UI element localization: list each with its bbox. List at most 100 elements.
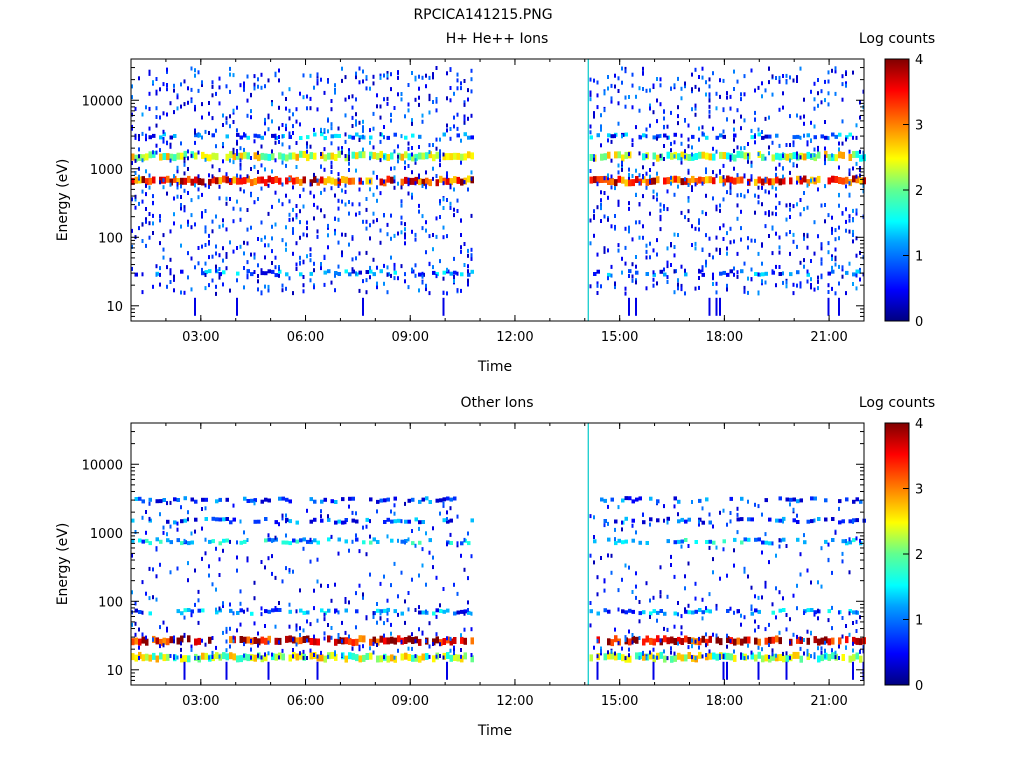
heatmap-cell (603, 246, 606, 251)
heatmap-cell (155, 637, 159, 645)
heatmap-cell (271, 204, 273, 209)
heatmap-cell (141, 199, 144, 204)
heatmap-cell (218, 224, 221, 229)
heatmap-cell (841, 211, 844, 216)
heatmap-cell (425, 220, 427, 225)
heatmap-cell (407, 177, 410, 182)
heatmap-cell (435, 498, 439, 503)
heatmap-cell (449, 506, 452, 511)
heatmap-cell (446, 636, 448, 641)
heatmap-cell (796, 283, 798, 288)
heatmap-cell (148, 135, 152, 140)
heatmap-cell (796, 606, 798, 611)
heatmap-cell (768, 234, 770, 238)
heatmap-cell (687, 561, 690, 566)
heatmap-cell (705, 653, 707, 657)
heatmap-cell (407, 164, 410, 168)
heatmap-cell (624, 132, 628, 137)
heatmap-cell (330, 134, 334, 139)
heatmap-cell (470, 637, 474, 645)
x-tick-label: 15:00 (601, 330, 638, 345)
heatmap-cell (670, 636, 674, 644)
heatmap-cell (666, 539, 670, 544)
heatmap-cell (852, 641, 854, 646)
heatmap-cell (785, 232, 788, 237)
heatmap-cell (603, 498, 607, 503)
heatmap-cell (421, 653, 425, 661)
heatmap-cell (253, 654, 257, 662)
heatmap-cell (453, 187, 455, 192)
heatmap-cell (162, 247, 165, 252)
heatmap-cell (652, 162, 655, 167)
heatmap-cell (418, 520, 422, 525)
heatmap-cell (299, 538, 303, 543)
heatmap-cell (407, 146, 410, 151)
heatmap-cell (761, 647, 763, 652)
heatmap-cell (288, 87, 291, 92)
heatmap-cell (642, 638, 646, 646)
heatmap-cell (253, 86, 256, 91)
heatmap-cell (145, 105, 147, 110)
heatmap-cell (831, 269, 835, 274)
heatmap-cell (453, 124, 455, 129)
heatmap-cell (659, 208, 662, 213)
heatmap-cell (789, 153, 793, 160)
heatmap-cell (855, 652, 859, 660)
heatmap-cell (414, 639, 417, 644)
heatmap-cell (694, 656, 697, 661)
heatmap-cell (208, 283, 210, 288)
heatmap-cell (631, 274, 634, 279)
heatmap-cell (271, 608, 275, 613)
heatmap-cell (614, 179, 618, 187)
heatmap-cell (190, 256, 193, 261)
heatmap-cell (768, 654, 770, 659)
heatmap-cell (747, 245, 749, 250)
heatmap-cell (610, 134, 614, 139)
heatmap-cell (677, 114, 679, 119)
heatmap-cell (218, 253, 221, 258)
heatmap-cell (204, 243, 207, 247)
heatmap-cell (169, 153, 173, 161)
heatmap-cell (838, 637, 842, 645)
heatmap-cell (652, 177, 656, 185)
heatmap-cell (432, 611, 436, 616)
heatmap-cell (722, 182, 725, 187)
heatmap-cell (215, 607, 217, 612)
heatmap-cell (225, 201, 228, 206)
heatmap-cell (316, 229, 319, 234)
heatmap-cell (327, 654, 329, 659)
heatmap-cell (390, 236, 392, 241)
heatmap-cell (362, 297, 364, 316)
heatmap-cell (299, 194, 301, 199)
heatmap-cell (453, 611, 457, 616)
heatmap-cell (239, 135, 243, 140)
heatmap-cell (148, 221, 151, 226)
heatmap-cell (827, 241, 830, 246)
heatmap-cell (761, 178, 765, 186)
heatmap-cell (460, 233, 462, 237)
heatmap-cell (659, 609, 663, 613)
heatmap-cell (782, 91, 784, 96)
heatmap-cell (141, 112, 144, 117)
heatmap-cell (201, 638, 203, 643)
heatmap-cell (859, 638, 863, 646)
heatmap-cell (418, 209, 420, 214)
heatmap-cell (607, 195, 609, 200)
heatmap-cell (838, 656, 840, 660)
heatmap-cell (449, 127, 452, 131)
heatmap-cell (617, 505, 620, 510)
heatmap-cell (187, 149, 189, 154)
heatmap-cell (456, 112, 459, 117)
heatmap-cell (435, 137, 438, 142)
heatmap-cell (628, 152, 630, 157)
heatmap-cell (204, 229, 207, 234)
heatmap-cell (218, 272, 222, 277)
heatmap-cell (439, 158, 441, 163)
heatmap-cell (792, 143, 795, 148)
heatmap-cell (855, 176, 859, 184)
heatmap-cell (295, 165, 298, 169)
heatmap-cell (698, 608, 702, 612)
heatmap-cell (295, 623, 298, 628)
heatmap-cell (267, 284, 270, 289)
